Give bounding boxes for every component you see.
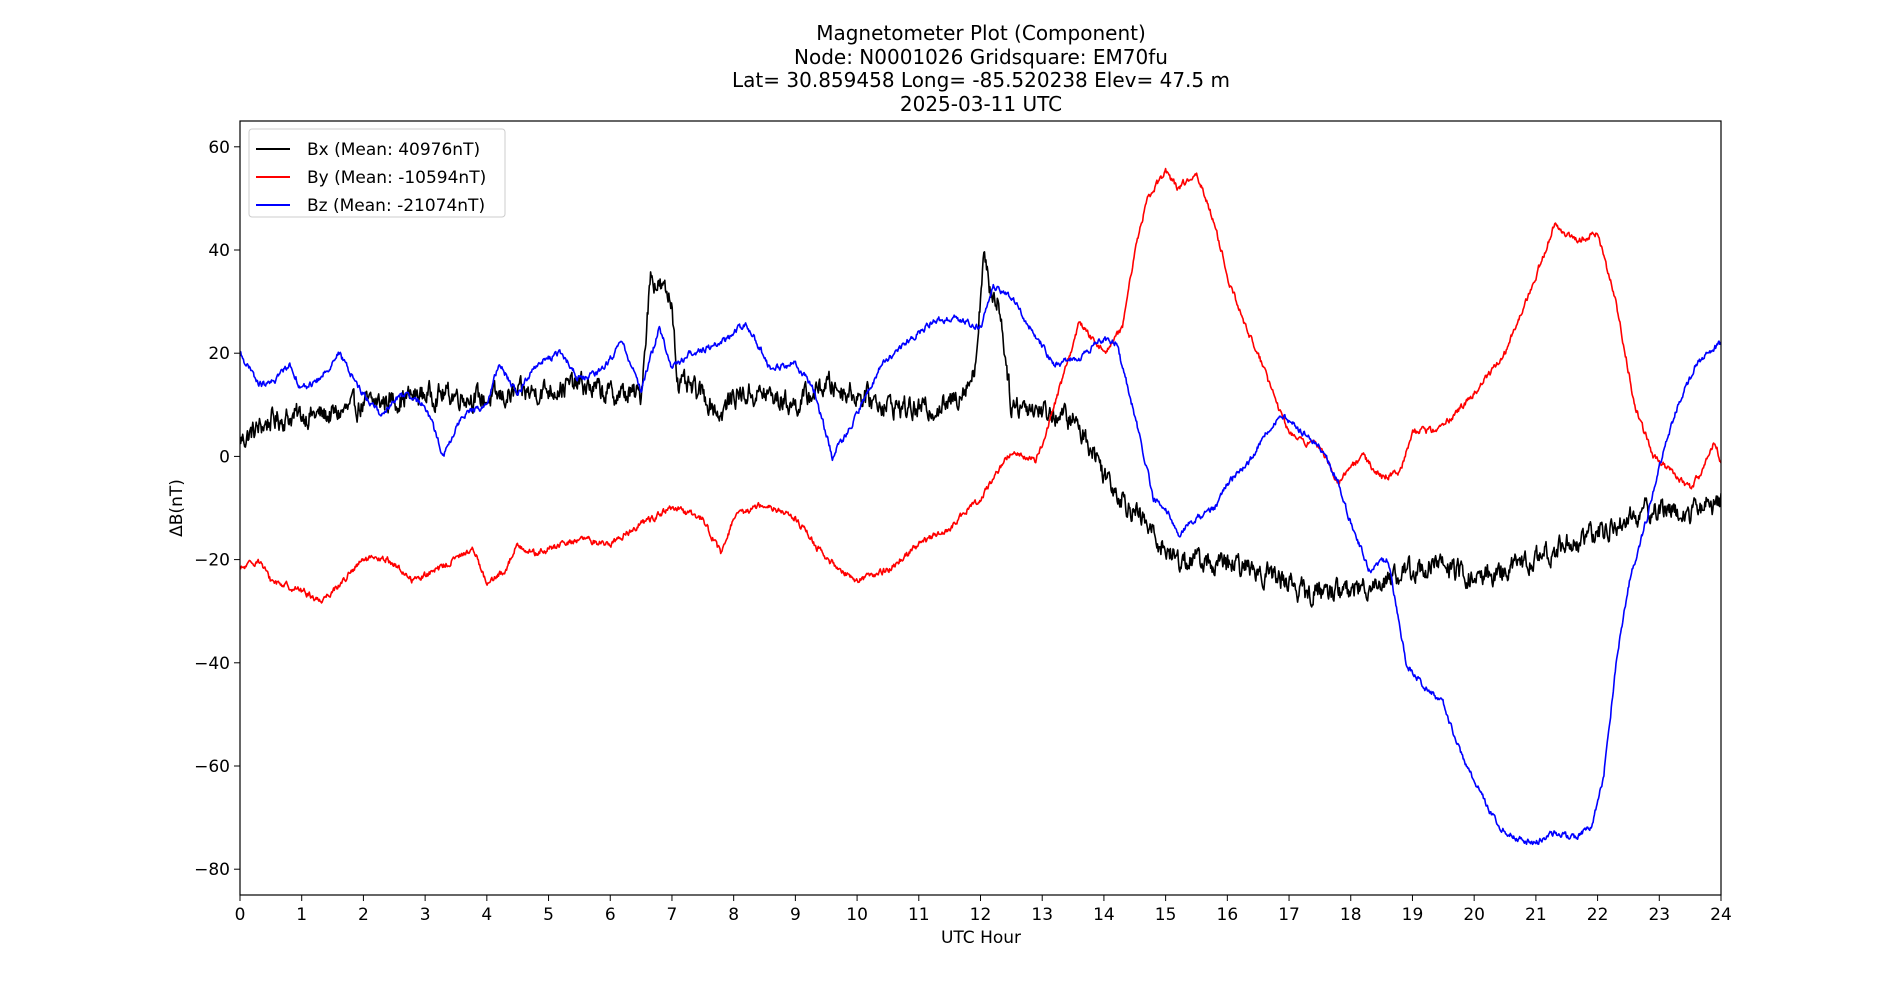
x-tick-label: 20 (1463, 905, 1485, 925)
y-tick-label: −60 (194, 757, 230, 777)
x-tick-label: 19 (1402, 905, 1424, 925)
x-tick-label: 8 (728, 905, 739, 925)
x-tick-label: 10 (846, 905, 868, 925)
x-tick-label: 22 (1587, 905, 1609, 925)
x-tick-label: 0 (235, 905, 246, 925)
series-lines (240, 167, 1721, 846)
x-axis-label: UTC Hour (941, 928, 1021, 948)
title-line-3: Lat= 30.859458 Long= -85.520238 Elev= 47… (732, 68, 1230, 92)
y-tick-label: 20 (208, 344, 230, 364)
x-tick-label: 16 (1217, 905, 1239, 925)
title-line-2: Node: N0001026 Gridsquare: EM70fu (794, 45, 1168, 69)
x-tick-label: 21 (1525, 905, 1547, 925)
series-line-3 (240, 283, 1721, 846)
y-tick-label: 60 (208, 138, 230, 158)
x-tick-label: 18 (1340, 905, 1362, 925)
plot-frame (239, 120, 1722, 896)
x-tick-label: 12 (970, 905, 992, 925)
y-axis-ticks: 60 40 20 0 −20 −40 −60 −80 (194, 138, 240, 880)
x-tick-label: 13 (1031, 905, 1053, 925)
x-tick-label: 2 (358, 905, 369, 925)
x-tick-label: 6 (605, 905, 616, 925)
y-tick-label: 0 (219, 447, 230, 467)
legend-entry: By (Mean: -10594nT) (307, 168, 486, 188)
x-tick-label: 1 (296, 905, 307, 925)
x-tick-label: 15 (1155, 905, 1177, 925)
x-tick-label: 7 (667, 905, 678, 925)
x-tick-label: 17 (1278, 905, 1300, 925)
y-tick-label: 40 (208, 241, 230, 261)
x-tick-label: 23 (1648, 905, 1670, 925)
y-tick-label: −80 (194, 860, 230, 880)
x-tick-label: 3 (420, 905, 431, 925)
x-tick-label: 24 (1710, 905, 1732, 925)
legend-entry: Bx (Mean: 40976nT) (307, 140, 480, 160)
title-line-4: 2025-03-11 UTC (900, 92, 1062, 116)
y-axis-label: ΔB(nT) (167, 479, 187, 537)
x-tick-label: 5 (543, 905, 554, 925)
x-tick-label: 4 (481, 905, 492, 925)
x-tick-label: 11 (908, 905, 930, 925)
x-tick-label: 14 (1093, 905, 1115, 925)
x-tick-label: 9 (790, 905, 801, 925)
legend-entry: Bz (Mean: -21074nT) (307, 196, 485, 216)
series-line-2 (240, 167, 1721, 604)
x-axis-ticks: 0 1 2 3 4 5 6 7 8 9 10 11 12 13 14 15 16 17 18 19 20 21 22 23 24 (235, 895, 1732, 925)
y-tick-label: −40 (194, 654, 230, 674)
legend: Bx (Mean: 40976nT) By (Mean: -10594nT) Bz … (248, 128, 506, 218)
chart-title: Magnetometer Plot (Component) Node: N000… (732, 21, 1230, 116)
title-line-1: Magnetometer Plot (Component) (816, 21, 1146, 45)
y-tick-label: −20 (194, 551, 230, 571)
legend-box (248, 128, 506, 218)
